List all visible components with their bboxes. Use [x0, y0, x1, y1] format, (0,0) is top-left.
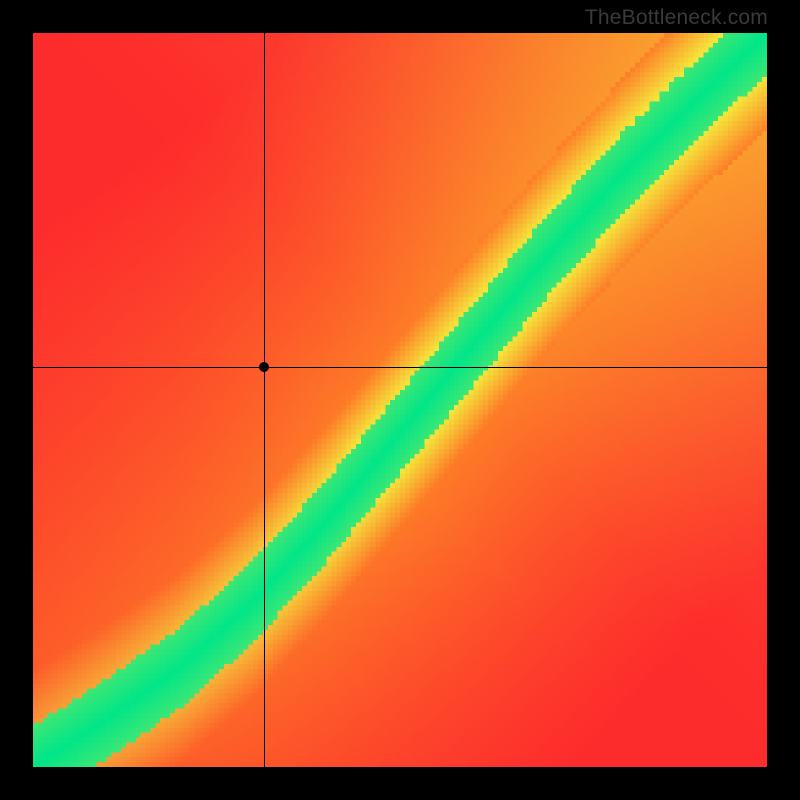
crosshair-vertical: [264, 33, 265, 767]
watermark-text: TheBottleneck.com: [585, 6, 768, 30]
crosshair-horizontal: [33, 367, 767, 368]
crosshair-marker: [259, 362, 269, 372]
plot-area: [33, 33, 767, 767]
bottleneck-heatmap: [33, 33, 767, 767]
